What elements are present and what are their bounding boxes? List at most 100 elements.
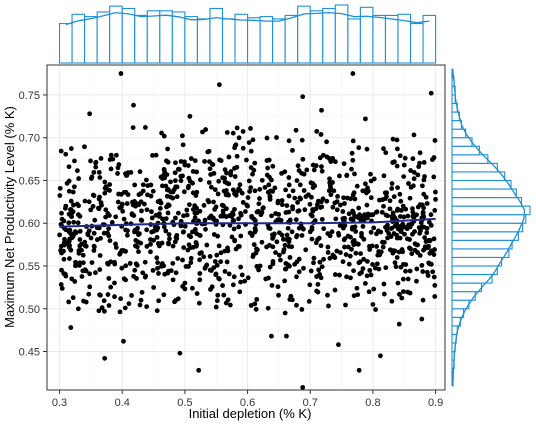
data-point [343, 252, 349, 258]
data-point [214, 298, 220, 304]
data-point [275, 198, 281, 204]
data-point [319, 264, 325, 270]
data-point [408, 184, 414, 190]
data-point [312, 183, 318, 189]
data-point [268, 333, 274, 339]
x-histogram-bar [171, 11, 186, 64]
data-point [96, 308, 102, 314]
data-point [266, 157, 272, 163]
data-point [66, 220, 72, 226]
data-point [73, 263, 78, 269]
data-point [66, 164, 72, 170]
data-point [319, 107, 324, 113]
data-point [69, 276, 75, 282]
y-histogram-bar [451, 248, 510, 258]
data-point [349, 226, 355, 232]
data-point [373, 307, 378, 312]
data-point [236, 224, 242, 230]
data-point [252, 229, 258, 235]
data-point [383, 224, 388, 230]
data-point [287, 263, 292, 269]
data-point [148, 182, 154, 188]
data-point [207, 215, 212, 221]
data-point [118, 71, 124, 76]
data-point [105, 292, 111, 297]
data-point [192, 158, 198, 164]
data-point [341, 161, 347, 167]
data-point [196, 300, 202, 306]
data-point [289, 244, 295, 250]
data-point [121, 248, 127, 253]
data-point [247, 189, 253, 194]
y-histogram-bar [451, 214, 527, 224]
data-point [334, 199, 340, 204]
data-point [276, 252, 282, 258]
data-point [206, 148, 212, 154]
data-point [238, 279, 244, 285]
data-point [313, 240, 319, 246]
data-point [327, 176, 332, 182]
data-point [77, 228, 83, 234]
data-point [381, 146, 386, 152]
data-point [188, 234, 194, 240]
data-point [89, 174, 95, 180]
data-point [330, 155, 336, 161]
data-point [367, 244, 372, 249]
data-point [57, 185, 63, 191]
data-point [248, 185, 254, 191]
data-point [149, 215, 155, 221]
data-point [97, 267, 103, 273]
data-point [356, 260, 362, 266]
data-point [57, 232, 63, 238]
data-point [332, 159, 338, 165]
data-point [278, 257, 283, 263]
data-point [197, 251, 203, 256]
data-point [107, 182, 113, 187]
data-point [295, 163, 301, 169]
data-point [214, 262, 220, 268]
data-point [258, 212, 264, 218]
data-point [407, 268, 413, 274]
data-point [172, 299, 177, 305]
data-point [368, 212, 374, 218]
data-point [273, 211, 278, 216]
data-point [402, 155, 408, 161]
y-histogram-bar [451, 162, 498, 173]
data-point [207, 159, 212, 165]
data-point [152, 224, 158, 230]
data-point [156, 298, 162, 304]
data-point [181, 245, 187, 251]
data-point [334, 248, 340, 254]
data-point [137, 302, 143, 308]
data-point [80, 252, 86, 258]
data-point [417, 160, 422, 166]
data-point [337, 223, 343, 228]
data-point [353, 250, 359, 256]
data-point [217, 157, 222, 163]
data-point [91, 169, 97, 175]
data-point [58, 243, 64, 249]
data-point [348, 234, 353, 240]
data-point [286, 182, 292, 188]
data-point [106, 303, 112, 308]
data-point [224, 259, 230, 265]
data-point [336, 342, 341, 348]
data-point [260, 205, 266, 211]
data-point [184, 212, 190, 218]
data-point [294, 178, 300, 184]
data-point [181, 213, 186, 219]
data-point [396, 321, 402, 327]
data-point [324, 139, 329, 145]
data-point [259, 239, 265, 245]
data-point [344, 173, 350, 179]
data-point [410, 156, 416, 162]
data-point [206, 180, 212, 185]
data-point [155, 241, 161, 246]
data-point [378, 229, 384, 235]
data-point [321, 256, 326, 262]
data-point [222, 269, 228, 274]
data-point [407, 245, 412, 251]
data-point [350, 157, 356, 163]
data-point [148, 237, 153, 242]
data-point [431, 174, 437, 180]
